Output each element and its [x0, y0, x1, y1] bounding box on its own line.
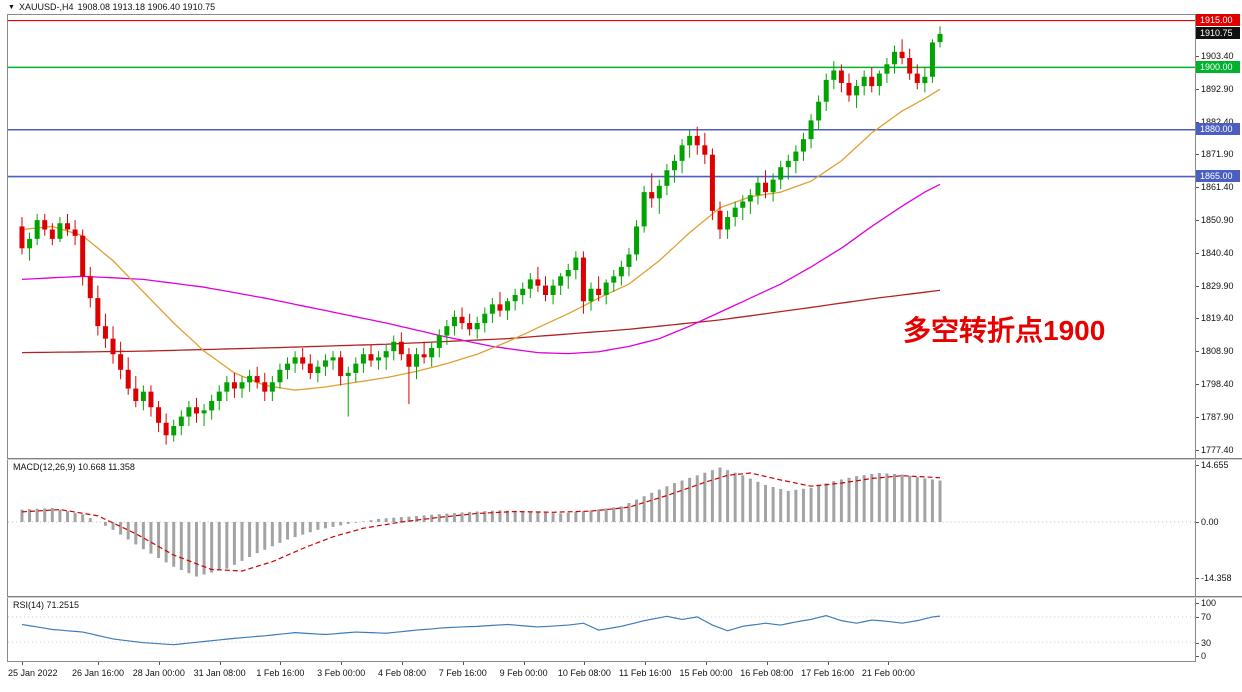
- price-axis[interactable]: 1903.40 1892.90 1882.40 1871.90 1861.40 1850.…: [1196, 14, 1242, 458]
- rsi-pane[interactable]: RSI(14) 71.2515: [7, 598, 1196, 662]
- time-tick-label: 1 Feb 16:00: [256, 668, 305, 678]
- time-tick: [645, 662, 647, 665]
- time-tick: [766, 662, 768, 665]
- price-tick-label: 1787.90: [1196, 411, 1234, 422]
- macd-values: 10.668 11.358: [78, 462, 135, 472]
- price-tick-label: 1871.90: [1196, 149, 1234, 160]
- time-axis[interactable]: 25 Jan 2022 26 Jan 16:00 28 Jan 00:00 31 Ja…: [0, 662, 1242, 692]
- time-tick-label: 3 Feb 00:00: [317, 668, 366, 678]
- time-tick-label: 26 Jan 16:00: [71, 668, 125, 678]
- pane-splitter-bottom[interactable]: [7, 596, 1242, 598]
- time-tick-label: 11 Feb 16:00: [619, 668, 672, 678]
- macd-histogram: [20, 467, 942, 577]
- rsi-tick-label: 70: [1195, 612, 1212, 623]
- price-tick-label: 1798.40: [1196, 379, 1234, 389]
- horizontal-level-lines[interactable]: [8, 19, 1195, 178]
- price-level-badge: 1880.00: [1196, 123, 1240, 135]
- price-level-badge: 1865.00: [1196, 169, 1240, 182]
- time-tick: [22, 662, 23, 665]
- macd-tick-label: 0.00: [1196, 517, 1219, 527]
- fast-ma-line: [21, 88, 941, 391]
- price-level-badge: 1910.75: [1196, 26, 1240, 39]
- time-tick-label: 15 Feb 00:00: [679, 668, 733, 678]
- price-tick-label: 1819.40: [1196, 313, 1234, 324]
- time-tick: [98, 662, 99, 665]
- macd-tick-label: 14.655: [1196, 460, 1229, 470]
- time-tick-label: 16 Feb 08:00: [740, 668, 794, 678]
- time-tick: [706, 662, 707, 665]
- rsi-value: 71.2515: [46, 600, 80, 610]
- time-tick: [888, 662, 890, 665]
- chart-annotation-text[interactable]: 多空转折点1900: [903, 315, 1106, 346]
- macd-indicator-label: MACD(12,26,9) 10.668 11.358: [13, 462, 135, 472]
- time-tick-label: 7 Feb 16:00: [438, 668, 487, 678]
- rsi-tick-label: 0: [1195, 651, 1207, 661]
- price-tick-label: 1777.40: [1196, 444, 1234, 455]
- medium-ma-line: [21, 183, 941, 355]
- pane-splitter-top[interactable]: [7, 458, 1242, 460]
- macd-pane[interactable]: MACD(12,26,9) 10.668 11.358: [7, 460, 1196, 596]
- price-tick-label: 1840.40: [1196, 247, 1234, 258]
- rsi-value-axis[interactable]: 100 70 30 0: [1195, 598, 1242, 662]
- macd-signal-line: [21, 472, 941, 572]
- time-tick-label: 10 Feb 08:00: [557, 668, 611, 678]
- price-tick-label: 1850.90: [1196, 214, 1234, 225]
- slow-ma-line: [21, 289, 941, 354]
- rsi-label: RSI(14): [13, 600, 45, 610]
- price-level-badge: 1915.00: [1196, 14, 1240, 26]
- moving-average-lines: [21, 88, 941, 391]
- time-tick-label: 28 Jan 00:00: [132, 668, 185, 678]
- time-tick: [827, 662, 829, 665]
- time-tick-label: 17 Feb 16:00: [801, 668, 855, 678]
- time-tick: [219, 662, 221, 665]
- time-tick-label: 21 Feb 00:00: [861, 668, 915, 678]
- macd-value-axis[interactable]: 14.655 0.00 -14.358: [1196, 460, 1242, 596]
- rsi-indicator-label: RSI(14) 71.2515: [13, 600, 79, 610]
- price-tick-label: 1829.90: [1196, 280, 1234, 291]
- time-tick: [341, 662, 343, 665]
- price-tick-label: 1903.40: [1196, 50, 1234, 61]
- time-tick-label: 9 Feb 00:00: [499, 668, 548, 678]
- time-tick-label: 4 Feb 08:00: [377, 668, 427, 678]
- time-tick: [280, 662, 282, 665]
- rsi-tick-label: 30: [1195, 637, 1212, 648]
- price-tick-label: 1882.40: [1196, 116, 1234, 127]
- main-chart-pane[interactable]: 多空转折点1900: [7, 14, 1196, 458]
- macd-label: MACD(12,26,9): [13, 462, 76, 472]
- price-tick-label: 1808.90: [1196, 346, 1234, 357]
- rsi-canvas[interactable]: [8, 598, 1195, 661]
- chart-ohlc-values: 1908.08 1913.18 1906.40 1910.75: [77, 2, 216, 12]
- candlestick-canvas[interactable]: [8, 15, 1195, 458]
- time-tick: [158, 662, 160, 665]
- time-tick: [584, 662, 586, 665]
- price-tick-label: 1861.40: [1196, 182, 1234, 193]
- price-level-badge: 1900.00: [1196, 60, 1240, 73]
- rsi-line: [21, 615, 941, 646]
- time-tick: [523, 662, 525, 665]
- rsi-tick-label: 100: [1195, 598, 1217, 608]
- time-tick-label: 25 Jan 2022: [8, 668, 58, 678]
- chart-header: ▼ XAUUSD-,H4 1908.08 1913.18 1906.40 191…: [0, 0, 1242, 14]
- macd-tick-label: -14.358: [1196, 572, 1232, 583]
- time-tick: [402, 662, 403, 665]
- candles-group: [19, 26, 943, 445]
- time-tick-label: 31 Jan 08:00: [193, 668, 246, 678]
- price-tick-label: 1892.90: [1196, 83, 1234, 94]
- macd-canvas[interactable]: [8, 460, 1195, 596]
- chart-title: XAUUSD-,H4: [18, 2, 74, 12]
- symbol-dropdown-icon[interactable]: ▼: [8, 3, 15, 11]
- time-tick: [462, 662, 464, 665]
